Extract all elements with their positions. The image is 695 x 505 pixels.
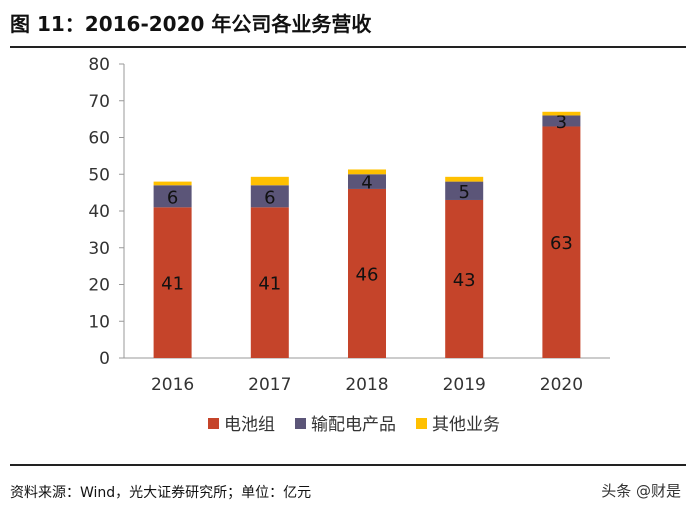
y-tick-label: 50: [88, 165, 110, 185]
data-label: 6: [167, 187, 178, 208]
bar-segment-2: [250, 185, 289, 208]
data-label: 63: [550, 233, 573, 254]
bar-segment-3: [153, 181, 192, 186]
y-tick-label: 0: [99, 349, 110, 369]
data-label: 46: [356, 264, 379, 285]
x-tick-label: 2019: [443, 375, 486, 395]
source-note: 资料来源：Wind，光大证券研究所；单位：亿元: [10, 485, 312, 501]
y-tick-label: 20: [88, 276, 110, 296]
chart-title: 图 11：2016-2020 年公司各业务营收: [10, 12, 372, 36]
data-label: 5: [458, 182, 469, 203]
legend-label: 其他业务: [432, 415, 500, 435]
bar-segment-1: [153, 207, 192, 358]
x-tick-label: 2020: [540, 375, 583, 395]
x-tick-label: 2016: [151, 375, 194, 395]
data-label: 41: [161, 274, 184, 295]
bar-segment-3: [542, 111, 581, 116]
legend-label: 电池组: [224, 415, 275, 435]
bar-segment-1: [542, 126, 581, 358]
bottom-divider: [10, 464, 686, 466]
x-tick-label: 2017: [248, 375, 291, 395]
top-divider: [10, 46, 686, 48]
bar-segment-3: [250, 176, 289, 186]
bar-segment-1: [445, 199, 484, 358]
bar-segment-2: [445, 181, 484, 200]
watermark: 头条 @财是: [601, 482, 681, 500]
bar-segment-3: [348, 169, 386, 175]
legend-swatch: [416, 418, 427, 429]
bar-segment-2: [542, 115, 581, 127]
y-tick-label: 60: [88, 129, 110, 149]
data-label: 43: [453, 270, 476, 291]
y-tick-label: 80: [88, 55, 110, 75]
legend-swatch: [208, 418, 219, 429]
y-tick-label: 40: [88, 202, 110, 222]
x-tick-label: 2018: [345, 375, 388, 395]
data-label: 6: [264, 187, 275, 208]
y-tick-label: 30: [88, 239, 110, 259]
legend-label: 输配电产品: [311, 415, 396, 435]
y-tick-label: 70: [88, 92, 110, 112]
bar-segment-3: [445, 176, 484, 182]
data-label: 3: [556, 112, 567, 133]
bar-segment-1: [250, 207, 289, 358]
legend-swatch: [295, 418, 306, 429]
bar-segment-2: [348, 174, 386, 189]
bar-segment-2: [153, 185, 192, 208]
stacked-bar-chart: 0 10 20 30 40 50 60 70 80 41 6 2016 41 6 2017 46 4 2018 43…: [88, 55, 610, 435]
data-label: 4: [361, 173, 372, 194]
data-label: 41: [258, 274, 281, 295]
bar-segment-1: [348, 188, 386, 358]
y-tick-label: 10: [88, 312, 110, 332]
